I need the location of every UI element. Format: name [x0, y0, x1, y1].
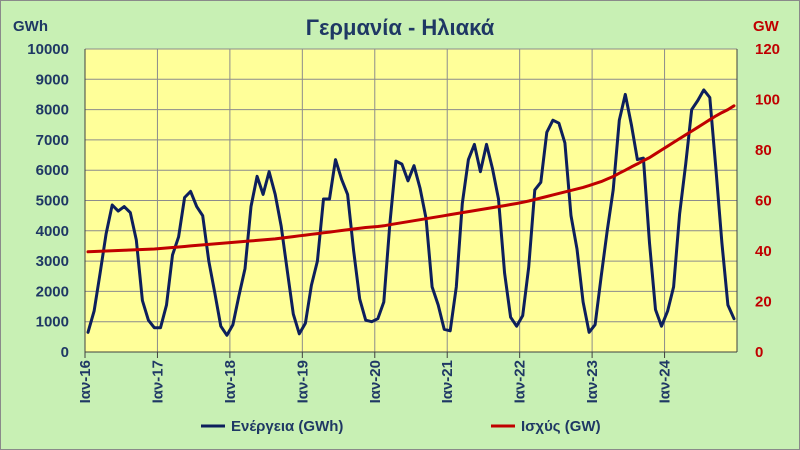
right-tick-label: 120 — [755, 41, 780, 58]
x-tick-label: Ιαν-19 — [294, 360, 311, 403]
chart-title: Γερμανία - Ηλιακά — [306, 15, 495, 40]
right-tick-label: 20 — [755, 294, 772, 311]
left-tick-label: 1000 — [36, 314, 69, 331]
right-tick-label: 100 — [755, 92, 780, 109]
left-tick-label: 8000 — [36, 102, 69, 119]
left-tick-label: 2000 — [36, 283, 69, 300]
left-axis-unit: GWh — [13, 18, 48, 35]
series-line-energy — [86, 88, 736, 337]
left-tick-label: 5000 — [36, 193, 69, 210]
left-tick-label: 0 — [61, 344, 69, 361]
right-axis-unit: GW — [753, 18, 780, 35]
plot-layer: 0100020003000400050006000700080009000100… — [27, 41, 780, 403]
x-tick-label: Ιαν-16 — [77, 360, 94, 403]
right-tick-label: 40 — [755, 243, 772, 260]
right-tick-label: 80 — [755, 142, 772, 159]
left-tick-label: 10000 — [27, 41, 69, 58]
left-tick-label: 7000 — [36, 132, 69, 149]
x-tick-label: Ιαν-17 — [149, 360, 166, 403]
left-tick-label: 3000 — [36, 253, 69, 270]
legend-label-energy: Ενέργεια (GWh) — [231, 418, 343, 435]
x-tick-label: Ιαν-18 — [222, 360, 239, 403]
x-tick-label: Ιαν-23 — [584, 360, 601, 403]
legend-label-capacity: Ισχύς (GW) — [521, 418, 601, 435]
right-tick-label: 60 — [755, 193, 772, 210]
x-tick-label: Ιαν-22 — [512, 360, 529, 403]
series-line-capacity — [86, 104, 736, 254]
x-tick-label: Ιαν-21 — [439, 360, 456, 403]
x-tick-label: Ιαν-24 — [657, 359, 674, 403]
left-tick-label: 6000 — [36, 162, 69, 179]
right-tick-label: 0 — [755, 344, 763, 361]
legend: Ενέργεια (GWh) Ισχύς (GW) — [201, 418, 601, 435]
x-tick-label: Ιαν-20 — [367, 360, 384, 403]
left-tick-label: 4000 — [36, 223, 69, 240]
left-tick-label: 9000 — [36, 71, 69, 88]
